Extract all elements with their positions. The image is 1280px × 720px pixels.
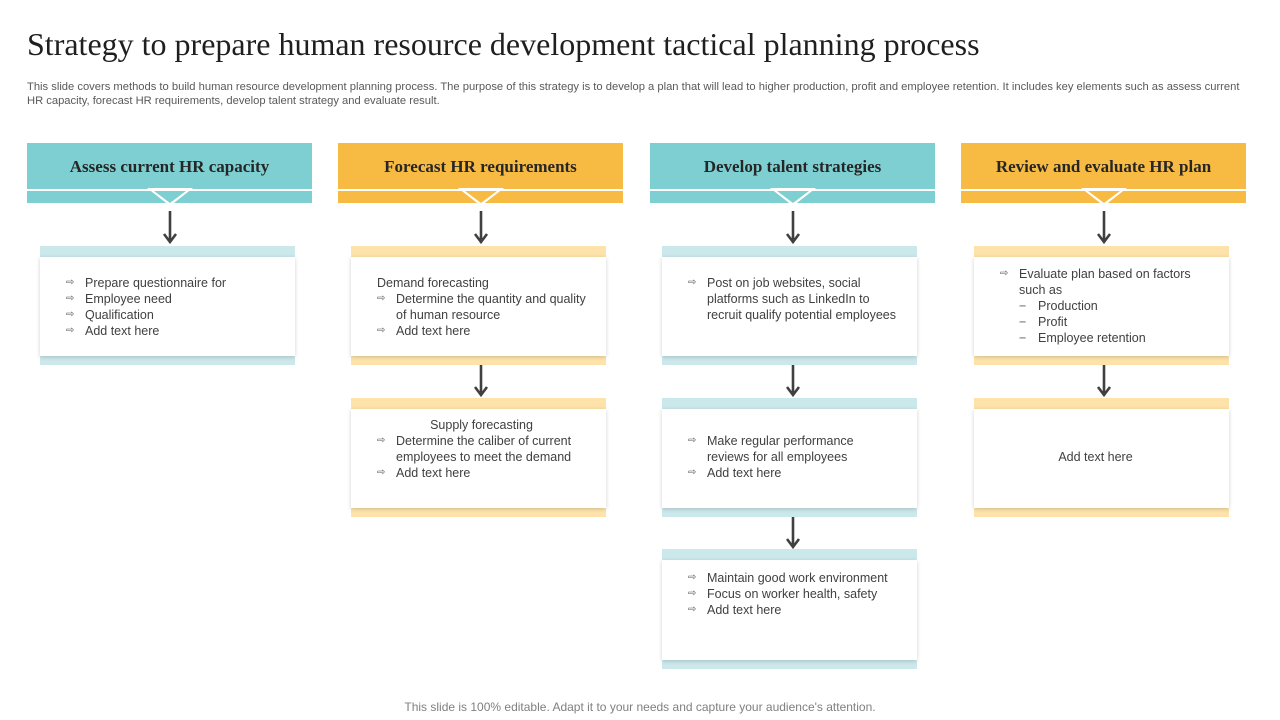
arrow-bullet-icon: ⇨ bbox=[66, 293, 75, 304]
card-lead: Demand forecasting bbox=[377, 276, 489, 290]
arrow-bullet-icon: ⇨ bbox=[377, 293, 386, 304]
card-band bbox=[351, 506, 606, 517]
arrow-bullet-icon: ⇨ bbox=[688, 435, 697, 446]
list-item: ⇨ Qualification bbox=[66, 308, 154, 322]
list-item: ⇨ Add text here bbox=[377, 466, 471, 480]
card-body: Add text here bbox=[974, 409, 1229, 508]
card-add-text: Add text here bbox=[974, 398, 1229, 517]
card-band bbox=[351, 246, 606, 257]
arrow-bullet-icon: ⇨ bbox=[66, 325, 75, 336]
sub-list-item: − Employee retention bbox=[1019, 331, 1146, 345]
list-item: ⇨ Add text here bbox=[377, 324, 471, 338]
arrow-bullet-icon: ⇨ bbox=[688, 277, 697, 288]
header-title: Forecast HR requirements bbox=[338, 143, 623, 191]
arrow-bullet-icon: ⇨ bbox=[66, 277, 75, 288]
card-lead: Supply forecasting bbox=[430, 418, 533, 432]
list-item: ⇨ Evaluate plan based on factors such as bbox=[1000, 267, 1191, 297]
arrow-bullet-icon: ⇨ bbox=[377, 467, 386, 478]
arrow-bullet-icon: ⇨ bbox=[377, 325, 386, 336]
page-title: Strategy to prepare human resource devel… bbox=[27, 26, 980, 62]
card-band bbox=[662, 549, 917, 560]
header-develop-talent-strategies: Develop talent strategies bbox=[650, 143, 935, 206]
card-band bbox=[974, 246, 1229, 257]
list-item: ⇨ Maintain good work environment bbox=[688, 571, 888, 585]
list-item: ⇨ Focus on worker health, safety bbox=[688, 587, 878, 601]
dash-bullet-icon: − bbox=[1019, 299, 1027, 313]
header-title: Assess current HR capacity bbox=[27, 143, 312, 191]
card-body: ⇨ Prepare questionnaire for ⇨ Employee nee… bbox=[40, 257, 295, 356]
arrow-bullet-icon: ⇨ bbox=[1000, 268, 1009, 279]
footer-note: This slide is 100% editable. Adapt it to… bbox=[404, 700, 876, 714]
card-band bbox=[351, 354, 606, 365]
header-assess-hr-capacity: Assess current HR capacity bbox=[27, 143, 312, 206]
card-supply-forecasting: Supply forecasting ⇨ Determine the calibe… bbox=[351, 398, 606, 517]
card-band bbox=[40, 354, 295, 365]
list-item: ⇨ Determine the caliber of current employ… bbox=[377, 434, 572, 464]
list-item: ⇨ Add text here bbox=[688, 466, 782, 480]
dash-bullet-icon: − bbox=[1019, 331, 1027, 345]
card-band bbox=[662, 658, 917, 669]
arrow-down-icon bbox=[473, 211, 489, 245]
list-item: ⇨ Employee need bbox=[66, 292, 172, 306]
header-title: Review and evaluate HR plan bbox=[961, 143, 1246, 191]
sub-list-item: − Production bbox=[1019, 299, 1098, 313]
chevron-down-icon bbox=[146, 188, 193, 206]
list-item: ⇨ Make regular performance reviews for al… bbox=[688, 434, 854, 464]
arrow-down-icon bbox=[1096, 211, 1112, 245]
card-band bbox=[662, 246, 917, 257]
header-forecast-hr-requirements: Forecast HR requirements bbox=[338, 143, 623, 206]
card-band bbox=[974, 354, 1229, 365]
card-band bbox=[40, 246, 295, 257]
card-job-postings: ⇨ Post on job websites, social platforms … bbox=[662, 246, 917, 365]
card-work-environment: ⇨ Maintain good work environment ⇨ Focus o… bbox=[662, 549, 917, 669]
card-band bbox=[351, 398, 606, 409]
card-body: ⇨ Post on job websites, social platforms … bbox=[662, 257, 917, 356]
card-body: ⇨ Evaluate plan based on factors such as … bbox=[974, 257, 1229, 356]
card-body: ⇨ Maintain good work environment ⇨ Focus o… bbox=[662, 560, 917, 660]
card-band bbox=[662, 398, 917, 409]
header-title: Develop talent strategies bbox=[650, 143, 935, 191]
card-assess-capacity: ⇨ Prepare questionnaire for ⇨ Employee nee… bbox=[40, 246, 295, 365]
chevron-down-icon bbox=[769, 188, 816, 206]
arrow-bullet-icon: ⇨ bbox=[688, 588, 697, 599]
arrow-bullet-icon: ⇨ bbox=[688, 604, 697, 615]
arrow-down-icon bbox=[1096, 364, 1112, 398]
arrow-down-icon bbox=[785, 516, 801, 550]
list-item: ⇨ Determine the quantity and quality of h… bbox=[377, 292, 586, 322]
list-item: ⇨ Add text here bbox=[688, 603, 782, 617]
list-item: ⇨ Prepare questionnaire for bbox=[66, 276, 227, 290]
header-review-evaluate-hr-plan: Review and evaluate HR plan bbox=[961, 143, 1246, 206]
card-band bbox=[974, 398, 1229, 409]
chevron-down-icon bbox=[457, 188, 504, 206]
card-body: ⇨ Make regular performance reviews for al… bbox=[662, 409, 917, 508]
list-item: ⇨ Post on job websites, social platforms … bbox=[688, 276, 896, 322]
card-band bbox=[974, 506, 1229, 517]
arrow-bullet-icon: ⇨ bbox=[66, 309, 75, 320]
dash-bullet-icon: − bbox=[1019, 315, 1027, 329]
arrow-bullet-icon: ⇨ bbox=[688, 572, 697, 583]
page-subtitle: This slide covers methods to build human… bbox=[27, 81, 1240, 107]
card-band bbox=[662, 506, 917, 517]
list-item: ⇨ Add text here bbox=[66, 324, 160, 338]
card-performance-reviews: ⇨ Make regular performance reviews for al… bbox=[662, 398, 917, 517]
arrow-bullet-icon: ⇨ bbox=[688, 467, 697, 478]
arrow-down-icon bbox=[473, 364, 489, 398]
card-body: Demand forecasting ⇨ Determine the quanti… bbox=[351, 257, 606, 356]
arrow-bullet-icon: ⇨ bbox=[377, 435, 386, 446]
card-demand-forecasting: Demand forecasting ⇨ Determine the quanti… bbox=[351, 246, 606, 365]
card-band bbox=[662, 354, 917, 365]
sub-list-item: − Profit bbox=[1019, 315, 1068, 329]
card-body: Supply forecasting ⇨ Determine the calibe… bbox=[351, 409, 606, 508]
card-text: Add text here bbox=[1058, 450, 1133, 464]
arrow-down-icon bbox=[785, 211, 801, 245]
card-evaluate-plan: ⇨ Evaluate plan based on factors such as … bbox=[974, 246, 1229, 365]
arrow-down-icon bbox=[162, 211, 178, 245]
chevron-down-icon bbox=[1080, 188, 1127, 206]
arrow-down-icon bbox=[785, 364, 801, 398]
